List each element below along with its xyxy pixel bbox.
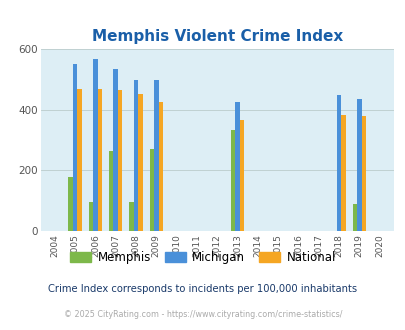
Text: © 2025 CityRating.com - https://www.cityrating.com/crime-statistics/: © 2025 CityRating.com - https://www.city… [64, 310, 341, 319]
Bar [68, 177, 73, 231]
Bar [109, 151, 113, 231]
Bar [352, 204, 356, 231]
Bar [129, 202, 134, 231]
Bar [239, 120, 244, 231]
Bar [230, 130, 234, 231]
Bar [336, 95, 341, 231]
Bar [88, 202, 93, 231]
Bar [235, 102, 239, 231]
Bar [154, 80, 158, 231]
Bar [361, 116, 365, 231]
Bar [138, 94, 142, 231]
Bar [134, 80, 138, 231]
Bar [356, 99, 361, 231]
Bar [93, 59, 98, 231]
Text: Crime Index corresponds to incidents per 100,000 inhabitants: Crime Index corresponds to incidents per… [48, 284, 357, 294]
Bar [149, 149, 154, 231]
Legend: Memphis, Michigan, National: Memphis, Michigan, National [70, 251, 335, 264]
Bar [113, 69, 118, 231]
Bar [158, 102, 162, 231]
Bar [77, 89, 81, 231]
Bar [98, 89, 102, 231]
Bar [340, 115, 345, 231]
Bar [118, 90, 122, 231]
Title: Memphis Violent Crime Index: Memphis Violent Crime Index [92, 29, 342, 44]
Bar [73, 64, 77, 231]
